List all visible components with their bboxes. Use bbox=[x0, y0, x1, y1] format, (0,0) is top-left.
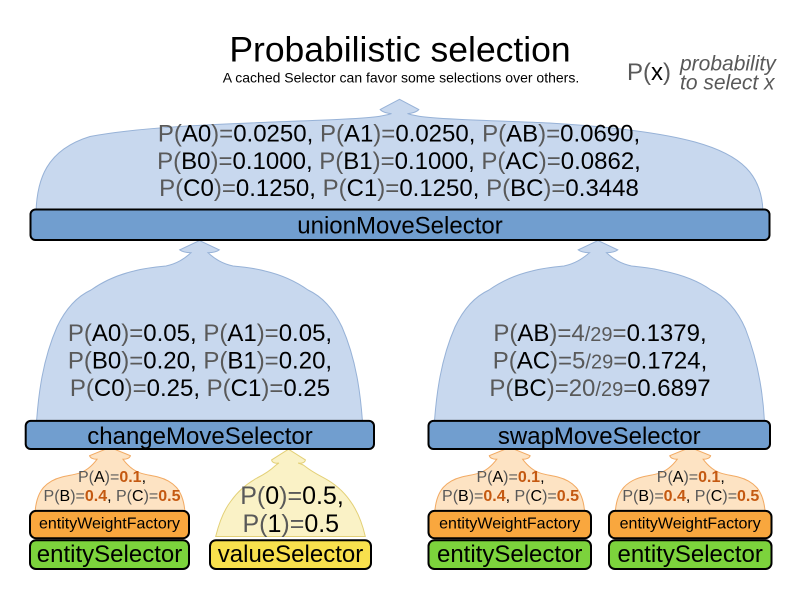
svg-text:entitySelector: entitySelector bbox=[617, 541, 762, 568]
svg-text:P(x): P(x) bbox=[627, 59, 671, 86]
svg-text:to select x: to select x bbox=[680, 72, 776, 95]
svg-text:swapMoveSelector: swapMoveSelector bbox=[498, 423, 701, 450]
svg-text:P(B)=0.4, P(C)=0.5: P(B)=0.4, P(C)=0.5 bbox=[44, 488, 181, 505]
svg-text:P(B0)=0.1000, P(B1)=0.1000, P(: P(B0)=0.1000, P(B1)=0.1000, P(AC)=0.0862… bbox=[157, 148, 641, 175]
svg-text:changeMoveSelector: changeMoveSelector bbox=[87, 423, 312, 450]
svg-text:entityWeightFactory: entityWeightFactory bbox=[439, 516, 580, 533]
svg-text:P(AB)=4/29=0.1379,: P(AB)=4/29=0.1379, bbox=[493, 320, 706, 347]
svg-text:P(0)=0.5,: P(0)=0.5, bbox=[240, 482, 344, 510]
svg-text:P(BC)=20/29=0.6897: P(BC)=20/29=0.6897 bbox=[489, 375, 710, 402]
svg-text:entityWeightFactory: entityWeightFactory bbox=[39, 516, 180, 533]
svg-text:P(AC)=5/29=0.1724,: P(AC)=5/29=0.1724, bbox=[493, 347, 708, 374]
svg-text:unionMoveSelector: unionMoveSelector bbox=[297, 213, 502, 240]
svg-text:P(A)=0.1,: P(A)=0.1, bbox=[78, 469, 146, 486]
svg-text:P(B)=0.4, P(C)=0.5: P(B)=0.4, P(C)=0.5 bbox=[622, 488, 759, 505]
svg-text:A cached Selector can favor so: A cached Selector can favor some selecti… bbox=[223, 69, 579, 85]
svg-text:P(B0)=0.20, P(B1)=0.20,: P(B0)=0.20, P(B1)=0.20, bbox=[68, 347, 332, 374]
svg-text:P(A)=0.1,: P(A)=0.1, bbox=[476, 469, 544, 486]
svg-text:probability: probability bbox=[679, 53, 777, 76]
svg-text:valueSelector: valueSelector bbox=[218, 541, 363, 568]
svg-text:P(A0)=0.0250, P(A1)=0.0250, P(: P(A0)=0.0250, P(A1)=0.0250, P(AB)=0.0690… bbox=[158, 121, 640, 148]
svg-text:P(C0)=0.25, P(C1)=0.25: P(C0)=0.25, P(C1)=0.25 bbox=[70, 375, 330, 402]
svg-text:Probabilistic selection: Probabilistic selection bbox=[229, 30, 570, 70]
svg-text:P(C0)=0.1250, P(C1)=0.1250, P(: P(C0)=0.1250, P(C1)=0.1250, P(BC)=0.3448 bbox=[159, 175, 639, 202]
svg-text:P(A0)=0.05, P(A1)=0.05,: P(A0)=0.05, P(A1)=0.05, bbox=[68, 320, 332, 347]
svg-text:P(A)=0.1,: P(A)=0.1, bbox=[657, 469, 725, 486]
svg-text:entitySelector: entitySelector bbox=[37, 541, 182, 568]
svg-text:entityWeightFactory: entityWeightFactory bbox=[620, 516, 761, 533]
svg-text:P(B)=0.4, P(C)=0.5: P(B)=0.4, P(C)=0.5 bbox=[442, 488, 579, 505]
svg-text:P(1)=0.5: P(1)=0.5 bbox=[242, 510, 339, 538]
svg-text:entitySelector: entitySelector bbox=[437, 541, 582, 568]
